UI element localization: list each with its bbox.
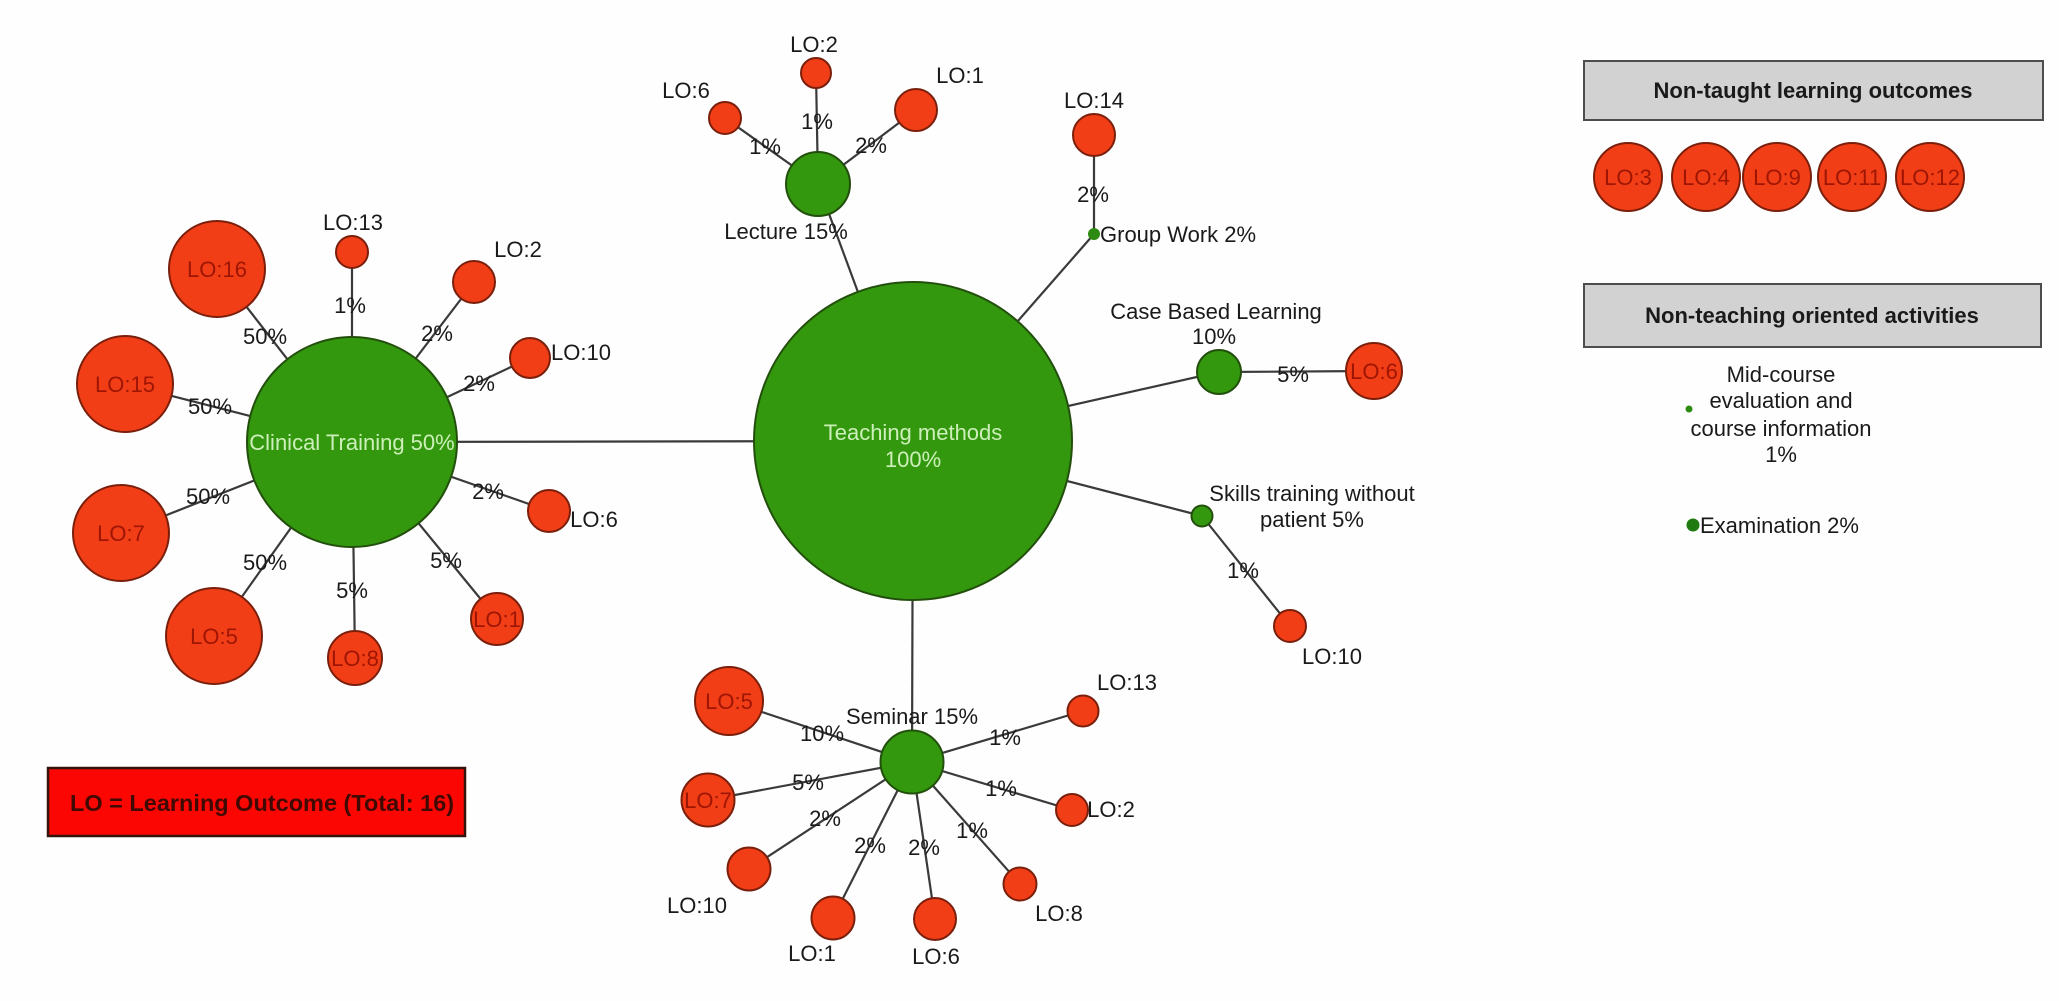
svg-text:Lecture 15%: Lecture 15% bbox=[724, 219, 848, 244]
svg-text:Non-teaching oriented activiti: Non-teaching oriented activities bbox=[1645, 303, 1979, 328]
svg-text:5%: 5% bbox=[1277, 362, 1309, 387]
svg-text:100%: 100% bbox=[885, 447, 941, 472]
svg-text:2%: 2% bbox=[855, 133, 887, 158]
svg-text:LO:2: LO:2 bbox=[1087, 797, 1135, 822]
svg-text:5%: 5% bbox=[792, 770, 824, 795]
svg-text:LO:13: LO:13 bbox=[1097, 670, 1157, 695]
svg-text:Clinical Training 50%: Clinical Training 50% bbox=[249, 430, 454, 455]
svg-text:LO:13: LO:13 bbox=[323, 210, 383, 235]
svg-text:5%: 5% bbox=[430, 548, 462, 573]
svg-text:LO:7: LO:7 bbox=[684, 788, 732, 813]
svg-text:Non-taught learning outcomes: Non-taught learning outcomes bbox=[1654, 78, 1973, 103]
svg-text:LO:5: LO:5 bbox=[190, 624, 238, 649]
svg-text:LO:16: LO:16 bbox=[187, 257, 247, 282]
svg-text:LO:15: LO:15 bbox=[95, 372, 155, 397]
svg-text:1%: 1% bbox=[1765, 442, 1797, 467]
svg-text:Examination 2%: Examination 2% bbox=[1700, 513, 1859, 538]
svg-text:patient 5%: patient 5% bbox=[1260, 507, 1364, 532]
svg-text:LO:9: LO:9 bbox=[1753, 165, 1801, 190]
svg-text:LO:11: LO:11 bbox=[1823, 165, 1881, 190]
svg-text:Case Based Learning: Case Based Learning bbox=[1110, 299, 1322, 324]
svg-text:LO:5: LO:5 bbox=[705, 689, 753, 714]
svg-text:2%: 2% bbox=[854, 833, 886, 858]
svg-text:LO:6: LO:6 bbox=[570, 507, 618, 532]
svg-text:2%: 2% bbox=[908, 835, 940, 860]
svg-text:5%: 5% bbox=[336, 578, 368, 603]
svg-text:50%: 50% bbox=[188, 394, 232, 419]
svg-text:Seminar 15%: Seminar 15% bbox=[846, 704, 978, 729]
svg-text:10%: 10% bbox=[1192, 324, 1236, 349]
svg-text:50%: 50% bbox=[186, 484, 230, 509]
svg-text:LO:6: LO:6 bbox=[1350, 359, 1398, 384]
svg-text:50%: 50% bbox=[243, 324, 287, 349]
svg-text:evaluation and: evaluation and bbox=[1709, 388, 1852, 413]
svg-text:Group Work 2%: Group Work 2% bbox=[1100, 222, 1256, 247]
svg-text:LO:6: LO:6 bbox=[912, 944, 960, 969]
svg-text:LO:2: LO:2 bbox=[790, 32, 838, 57]
svg-text:LO:12: LO:12 bbox=[1900, 165, 1960, 190]
svg-text:1%: 1% bbox=[985, 776, 1017, 801]
svg-text:LO:10: LO:10 bbox=[667, 893, 727, 918]
svg-text:LO:7: LO:7 bbox=[97, 521, 145, 546]
svg-text:LO:1: LO:1 bbox=[936, 63, 984, 88]
svg-text:LO:8: LO:8 bbox=[1035, 901, 1083, 926]
svg-text:1%: 1% bbox=[801, 109, 833, 134]
svg-text:LO:8: LO:8 bbox=[331, 646, 379, 671]
svg-text:2%: 2% bbox=[809, 806, 841, 831]
svg-text:LO:10: LO:10 bbox=[551, 340, 611, 365]
svg-text:LO:14: LO:14 bbox=[1064, 88, 1124, 113]
svg-text:1%: 1% bbox=[989, 725, 1021, 750]
svg-text:LO:6: LO:6 bbox=[662, 78, 710, 103]
svg-text:2%: 2% bbox=[472, 479, 504, 504]
svg-text:LO:3: LO:3 bbox=[1604, 165, 1652, 190]
svg-text:LO:1: LO:1 bbox=[473, 607, 521, 632]
svg-text:Teaching methods: Teaching methods bbox=[824, 420, 1003, 445]
svg-text:1%: 1% bbox=[956, 818, 988, 843]
svg-text:50%: 50% bbox=[243, 550, 287, 575]
svg-text:2%: 2% bbox=[463, 371, 495, 396]
svg-text:LO = Learning Outcome (Total:: LO = Learning Outcome (Total: 16) bbox=[70, 790, 454, 816]
svg-text:10%: 10% bbox=[800, 721, 844, 746]
svg-text:LO:4: LO:4 bbox=[1682, 165, 1730, 190]
svg-text:Mid-course: Mid-course bbox=[1727, 362, 1836, 387]
svg-text:LO:10: LO:10 bbox=[1302, 644, 1362, 669]
svg-text:2%: 2% bbox=[421, 321, 453, 346]
svg-text:LO:1: LO:1 bbox=[788, 941, 836, 966]
svg-text:1%: 1% bbox=[1227, 558, 1259, 583]
svg-text:Skills training without: Skills training without bbox=[1209, 481, 1414, 506]
svg-text:1%: 1% bbox=[749, 134, 781, 159]
svg-text:LO:2: LO:2 bbox=[494, 237, 542, 262]
svg-text:course information: course information bbox=[1691, 416, 1872, 441]
svg-text:2%: 2% bbox=[1077, 182, 1109, 207]
svg-text:1%: 1% bbox=[334, 293, 366, 318]
